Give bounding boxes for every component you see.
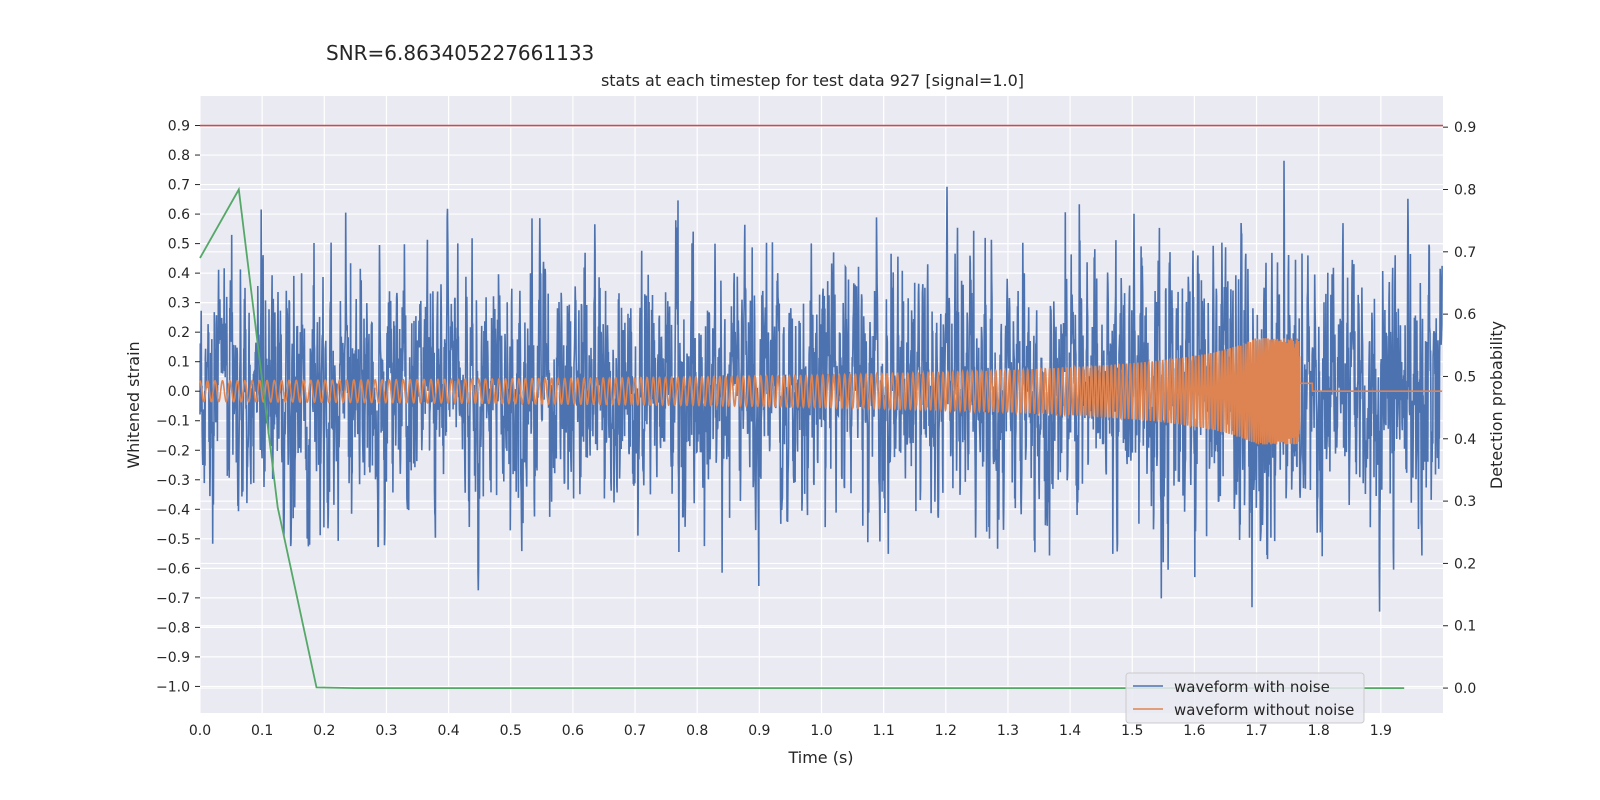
y2-axis-label: Detection probability [1487, 321, 1506, 489]
y2-tick-label: 0.4 [1454, 432, 1476, 448]
legend: waveform with noise waveform without noi… [1125, 672, 1365, 724]
x-tick-label: 0.0 [189, 723, 211, 739]
snr-title: SNR=6.863405227661133 [326, 41, 595, 65]
x-tick-label: 0.8 [686, 723, 708, 739]
x-tick-label: 0.9 [748, 723, 770, 739]
x-tick-label: 0.7 [624, 723, 646, 739]
x-tick-label: 0.2 [313, 723, 335, 739]
y2-tick-label: 0.6 [1454, 307, 1476, 323]
y-tick-label: 0.9 [168, 119, 190, 135]
x-tick-label: 1.7 [1245, 723, 1267, 739]
y2-tick-label: 0.8 [1454, 182, 1476, 198]
y-tick-label: −0.5 [156, 532, 190, 548]
y-tick-label: −0.4 [156, 502, 190, 518]
y-tick-label: 0.7 [168, 178, 190, 194]
legend-label-noise: waveform with noise [1174, 678, 1330, 696]
y2-tick-label: 0.1 [1454, 619, 1476, 635]
y-tick-label: −1.0 [156, 679, 190, 695]
y-axis-label: Whitened strain [124, 341, 143, 468]
x-tick-label: 1.8 [1308, 723, 1330, 739]
x-tick-label: 1.6 [1183, 723, 1205, 739]
y-tick-label: 0.6 [168, 207, 190, 223]
y-tick-label: −0.1 [156, 414, 190, 430]
x-tick-label: 1.2 [935, 723, 957, 739]
y-tick-label: 0.2 [168, 325, 190, 341]
clean-waveform-line [199, 338, 1443, 445]
y-tick-label: −0.9 [156, 650, 190, 666]
y-tick-label: 0.1 [168, 355, 190, 371]
x-tick-label: 1.4 [1059, 723, 1081, 739]
y2-tick-label: 0.2 [1454, 556, 1476, 572]
plot-area [199, 124, 1443, 689]
noisy-waveform-line [199, 160, 1443, 612]
legend-label-clean: waveform without noise [1174, 701, 1354, 719]
x-axis-label: Time (s) [787, 748, 853, 767]
y-tick-label: −0.6 [156, 561, 190, 577]
x-tick-label: 0.6 [562, 723, 584, 739]
y2-tick-label: 0.9 [1454, 120, 1476, 136]
x-tick-label: 0.3 [375, 723, 397, 739]
x-tick-label: 1.5 [1121, 723, 1143, 739]
x-tick-label: 1.3 [997, 723, 1019, 739]
axes: 0.0 0.1 0.2 0.3 0.4 0.5 0.6 0.7 0.8 0.9 1.0 1.1 1.2 1… [156, 119, 1476, 739]
y2-tick-label: 0.7 [1454, 245, 1476, 261]
chart-title: stats at each timestep for test data 927… [600, 71, 1025, 90]
y2-tick-label: 0.5 [1454, 369, 1476, 385]
y2-tick-label: 0.3 [1454, 494, 1476, 510]
y-tick-label: 0.4 [168, 266, 190, 282]
y-tick-label: −0.8 [156, 620, 190, 636]
x-tick-label: 0.1 [251, 723, 273, 739]
y-tick-label: −0.3 [156, 473, 190, 489]
y2-tick-label: 0.0 [1454, 681, 1476, 697]
y-tick-label: 0.3 [168, 296, 190, 312]
y-tick-label: −0.7 [156, 591, 190, 607]
x-tick-label: 0.4 [437, 723, 459, 739]
y-tick-label: 0.8 [168, 148, 190, 164]
y-tick-label: −0.2 [156, 443, 190, 459]
y-tick-label: 0.0 [168, 384, 190, 400]
x-tick-label: 1.0 [810, 723, 832, 739]
x-tick-label: 0.5 [500, 723, 522, 739]
x-tick-label: 1.9 [1370, 723, 1392, 739]
y-tick-label: 0.5 [168, 237, 190, 253]
x-tick-label: 1.1 [873, 723, 895, 739]
legend-box [1125, 672, 1365, 724]
